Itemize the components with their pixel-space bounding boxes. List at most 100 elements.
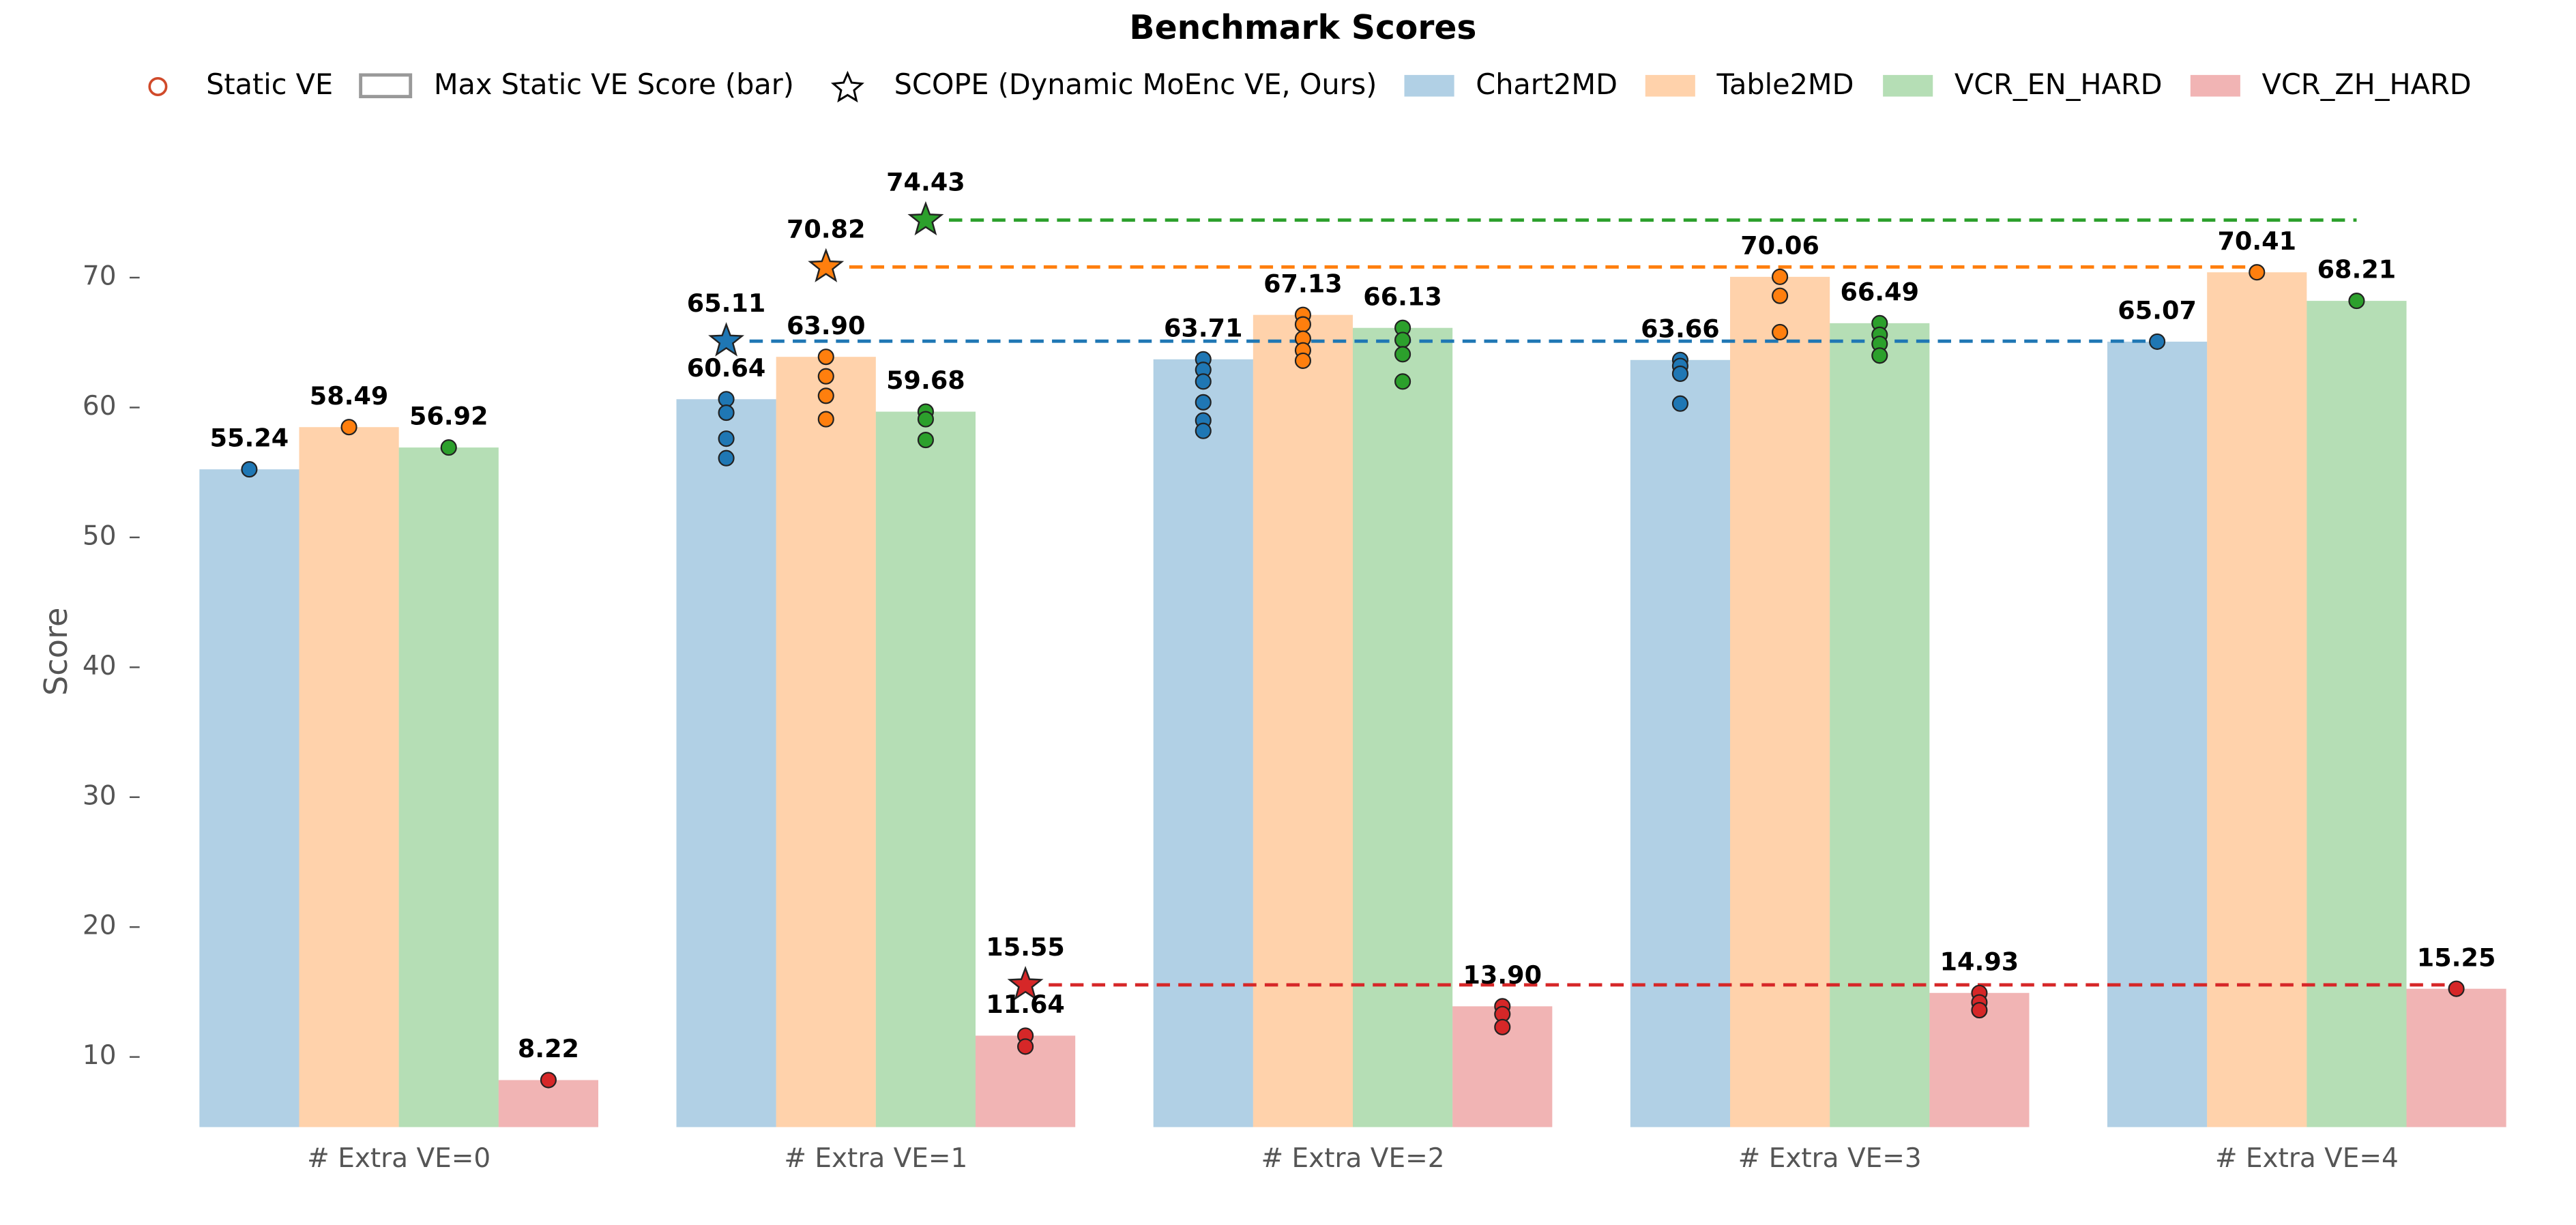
- static-ve-point: [817, 411, 834, 428]
- bar-value-label: 59.68: [886, 366, 965, 395]
- bar-value-label: 67.13: [1263, 269, 1343, 298]
- static-ve-point: [817, 368, 834, 385]
- static-ve-point: [241, 461, 258, 478]
- bar: [299, 427, 399, 1127]
- scope-label: 74.43: [886, 168, 965, 197]
- legend-label: Max Static VE Score (bar): [434, 68, 794, 101]
- bar-value-label: 11.64: [986, 990, 1065, 1019]
- bar: [398, 447, 499, 1127]
- legend-label: Chart2MD: [1476, 68, 1618, 101]
- bar-value-label: 56.92: [409, 402, 488, 431]
- static-ve-point: [1195, 422, 1212, 439]
- static-ve-point: [440, 439, 457, 456]
- static-ve-point: [1494, 1018, 1511, 1035]
- bar: [676, 399, 776, 1127]
- static-ve-point: [1394, 346, 1411, 363]
- scope-label: 65.11: [687, 289, 766, 318]
- static-ve-point: [2448, 980, 2465, 997]
- scope-star: [1007, 966, 1044, 1001]
- bar-value-label: 63.66: [1641, 314, 1720, 343]
- bar: [2107, 341, 2208, 1127]
- legend-label: VCR_EN_HARD: [1955, 68, 2163, 101]
- scope-star: [708, 322, 745, 357]
- legend-marker: [148, 76, 168, 96]
- legend-marker: [830, 70, 864, 103]
- y-tick-label: 10: [83, 1040, 117, 1071]
- bar: [1153, 359, 1253, 1127]
- static-ve-point: [2149, 333, 2166, 350]
- y-axis-label: Score: [38, 607, 74, 696]
- scope-star: [907, 201, 944, 236]
- static-ve-point: [917, 431, 934, 449]
- y-tick-label: 40: [83, 651, 117, 681]
- static-ve-point: [1772, 323, 1789, 341]
- x-tick-label: # Extra VE=2: [1261, 1143, 1445, 1174]
- y-tick-label: 50: [83, 520, 117, 551]
- static-ve-point: [1772, 287, 1789, 304]
- static-ve-point: [1772, 268, 1789, 285]
- static-ve-point: [1394, 373, 1411, 390]
- legend-label: Static VE: [206, 68, 333, 101]
- scope-label: 15.55: [986, 932, 1065, 962]
- bar: [1830, 323, 1930, 1127]
- x-tick-label: # Extra VE=1: [784, 1143, 967, 1174]
- bar-value-label: 66.49: [1840, 278, 1919, 307]
- y-tick-label: 60: [83, 391, 117, 422]
- bar: [199, 469, 299, 1127]
- legend-marker: [1883, 74, 1933, 97]
- bar: [1353, 327, 1453, 1127]
- bar: [1253, 314, 1353, 1127]
- static-ve-point: [1394, 331, 1411, 349]
- x-tick-label: # Extra VE=0: [307, 1143, 491, 1174]
- bar: [2207, 272, 2307, 1127]
- static-ve-point: [540, 1072, 557, 1089]
- bar: [875, 411, 976, 1127]
- static-ve-point: [1671, 365, 1688, 382]
- static-ve-point: [917, 411, 934, 428]
- bar-value-label: 15.25: [2417, 943, 2496, 972]
- y-tick-label: 20: [83, 911, 117, 941]
- scope-star: [808, 248, 845, 282]
- legend-label: Table2MD: [1716, 68, 1854, 101]
- legend-marker: [359, 73, 413, 99]
- static-ve-point: [1671, 395, 1688, 412]
- bar-value-label: 66.13: [1363, 282, 1442, 311]
- static-ve-point: [1871, 347, 1888, 364]
- bar-value-label: 60.64: [687, 353, 766, 383]
- bar-value-label: 65.07: [2118, 296, 2197, 325]
- bar-value-label: 63.90: [787, 311, 866, 340]
- bar-value-label: 58.49: [310, 381, 389, 411]
- bar-value-label: 13.90: [1463, 960, 1542, 990]
- bar-value-label: 68.21: [2317, 255, 2397, 284]
- bar: [1630, 359, 1731, 1127]
- legend-label: SCOPE (Dynamic MoEnc VE, Ours): [894, 68, 1377, 101]
- static-ve-point: [817, 387, 834, 404]
- scope-label: 70.82: [787, 214, 866, 243]
- legend-label: VCR_ZH_HARD: [2262, 68, 2472, 101]
- chart-title: Benchmark Scores: [1129, 9, 1476, 47]
- bar: [776, 357, 876, 1127]
- bar-value-label: 55.24: [210, 424, 289, 453]
- static-ve-point: [340, 419, 357, 436]
- bar: [1730, 276, 1830, 1127]
- legend-marker: [2190, 74, 2240, 97]
- static-ve-point: [1971, 1002, 1988, 1019]
- static-ve-point: [1017, 1038, 1034, 1055]
- bar: [2406, 988, 2506, 1127]
- bar-value-label: 70.06: [1740, 231, 1819, 261]
- legend-marker: [1404, 74, 1454, 97]
- static-ve-point: [1195, 373, 1212, 390]
- static-ve-point: [1294, 316, 1311, 333]
- bar: [2307, 301, 2407, 1127]
- legend: Static VE Max Static VE Score (bar) SCOP…: [148, 68, 1377, 103]
- static-ve-point: [718, 449, 735, 467]
- static-ve-point: [1294, 352, 1311, 369]
- static-ve-point: [718, 391, 735, 408]
- legend-marker: [1645, 74, 1695, 97]
- static-ve-point: [817, 349, 834, 366]
- y-tick-label: 70: [83, 261, 117, 292]
- y-tick-label: 30: [83, 780, 117, 811]
- static-ve-point: [2249, 264, 2266, 281]
